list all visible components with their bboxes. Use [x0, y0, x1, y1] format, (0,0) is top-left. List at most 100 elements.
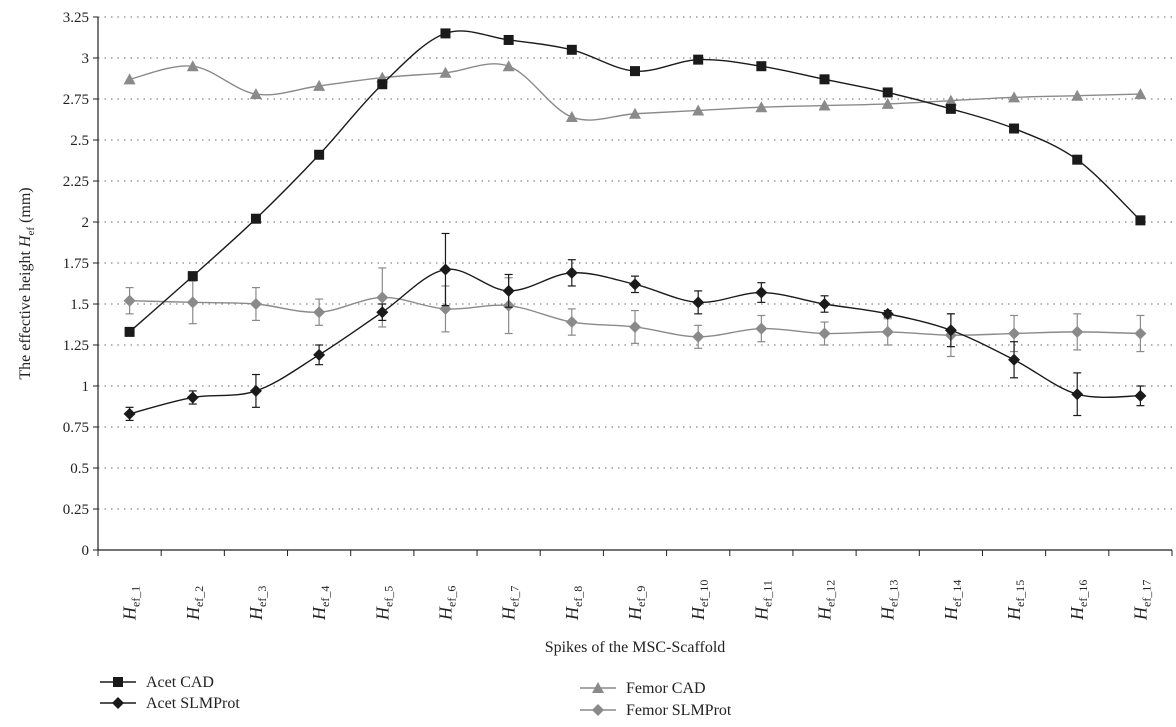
- legend-marker: [112, 697, 124, 709]
- x-tick-label: Hef_11: [751, 580, 774, 621]
- data-point: [314, 149, 325, 160]
- y-tick-label: 0.5: [70, 461, 89, 477]
- x-tick-label: Hef_3: [246, 586, 269, 621]
- gridlines: [98, 16, 1172, 510]
- series-femor-cad: [123, 60, 1147, 123]
- y-axis-title: The effective height Hef (mm): [17, 187, 37, 379]
- legend-item: Femor CAD: [580, 680, 706, 697]
- data-point: [944, 324, 957, 337]
- data-point: [692, 104, 705, 116]
- data-point: [186, 60, 199, 72]
- x-tick-label: Hef_2: [183, 586, 206, 621]
- legend-label: Acet SLMProt: [146, 695, 240, 712]
- data-point: [503, 34, 514, 45]
- data-point: [187, 271, 198, 282]
- data-point: [629, 278, 641, 291]
- data-point: [881, 97, 894, 109]
- data-point: [123, 407, 136, 420]
- data-point: [755, 322, 768, 335]
- data-point: [376, 306, 389, 319]
- data-point: [629, 320, 641, 333]
- data-point: [692, 296, 705, 309]
- data-point: [186, 391, 199, 404]
- data-point: [1134, 389, 1147, 402]
- data-point: [250, 213, 261, 224]
- y-tick-label: 1.5: [70, 297, 89, 313]
- y-tick-label: 0.25: [63, 502, 89, 518]
- data-point: [1072, 154, 1083, 165]
- series-acet-cad: [124, 28, 1146, 337]
- x-tick-label: Hef_6: [435, 586, 458, 621]
- x-tick-label: Hef_10: [688, 580, 711, 621]
- x-axis-ticks: Hef_1 Hef_2 Hef_3 Hef_4 Hef_5 Hef_6 Hef_7 Hef_8…: [97, 550, 1173, 621]
- data-point: [1008, 353, 1021, 366]
- data-point: [755, 101, 768, 113]
- legend-marker: [113, 677, 123, 687]
- data-point: [881, 307, 894, 320]
- x-tick-label: Hef_15: [1004, 580, 1027, 621]
- data-point: [944, 94, 957, 106]
- data-point: [945, 103, 956, 114]
- y-tick-label: 2: [82, 215, 90, 231]
- x-tick-label: Hef_13: [878, 580, 901, 621]
- data-point: [377, 79, 388, 90]
- x-tick-label: Hef_9: [625, 586, 648, 621]
- y-tick-label: 0: [82, 543, 90, 559]
- data-point: [630, 66, 640, 77]
- x-tick-label: Hef_8: [562, 586, 585, 621]
- data-point: [376, 291, 389, 304]
- legend: Acet CAD Acet SLMProt Femor CAD Femor SLMPr…: [100, 674, 732, 719]
- legend-label: Femor SLMProt: [626, 702, 732, 719]
- y-tick-label: 2.75: [63, 92, 89, 108]
- data-point: [1134, 88, 1147, 100]
- data-point: [1008, 91, 1021, 103]
- x-tick-label: Hef_12: [815, 580, 838, 621]
- legend-label: Femor CAD: [626, 680, 706, 697]
- data-point: [123, 294, 136, 307]
- data-point: [1134, 327, 1147, 340]
- data-point: [186, 296, 199, 309]
- legend-item: Acet CAD: [100, 674, 214, 691]
- y-tick-label: 3.25: [63, 10, 89, 26]
- x-tick-label: Hef_7: [499, 586, 522, 621]
- data-point: [693, 54, 704, 65]
- y-tick-label: 0.75: [63, 420, 89, 436]
- data-point: [818, 298, 831, 310]
- series-femor-slmprot: [123, 267, 1147, 358]
- data-point: [1071, 89, 1084, 101]
- x-tick-label: Hef_4: [309, 586, 332, 621]
- data-point: [313, 79, 326, 91]
- series-layer: [123, 28, 1147, 422]
- data-point: [1135, 215, 1146, 226]
- data-point: [565, 316, 578, 329]
- y-tick-label: 1: [82, 379, 90, 395]
- data-point: [692, 330, 705, 343]
- legend-marker: [592, 704, 604, 716]
- data-point: [440, 28, 451, 39]
- x-axis-title: Spikes of the MSC-Scaffold: [545, 639, 726, 656]
- y-tick-label: 2.25: [63, 174, 89, 190]
- data-point: [565, 266, 578, 279]
- x-tick-label: Hef_1: [120, 586, 143, 621]
- series-acet-slmprot: [123, 232, 1147, 422]
- data-point: [1009, 123, 1020, 134]
- data-point: [629, 107, 641, 119]
- y-tick-label: 3: [82, 51, 90, 67]
- data-point: [1071, 325, 1084, 338]
- legend-item: Acet SLMProt: [100, 695, 240, 712]
- data-point: [249, 88, 262, 100]
- legend-label: Acet CAD: [146, 674, 214, 691]
- data-point: [313, 306, 326, 319]
- data-point: [502, 60, 515, 72]
- data-point: [566, 44, 577, 55]
- data-point: [818, 99, 831, 111]
- data-point: [819, 74, 830, 85]
- y-tick-label: 2.5: [70, 133, 89, 149]
- data-point: [755, 286, 768, 299]
- data-point: [882, 87, 893, 98]
- x-tick-label: Hef_5: [372, 586, 395, 621]
- data-point: [439, 263, 452, 276]
- y-axis-ticks: 0 0.25 0.5 0.75 1 1.25 1.5 1.75 2 2.25 2.5 2.75 3 3.2…: [63, 10, 98, 559]
- x-tick-label: Hef_14: [941, 580, 964, 621]
